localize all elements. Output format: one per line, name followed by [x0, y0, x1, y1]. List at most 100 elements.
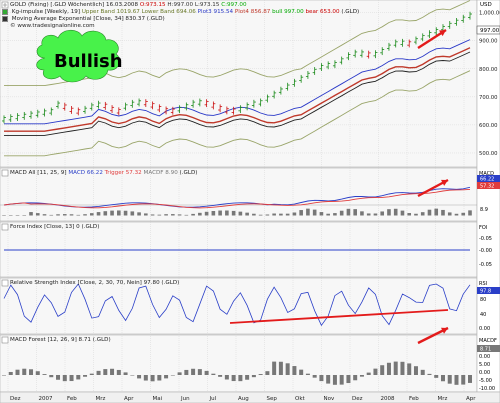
chart-settings-icon[interactable] [1, 1, 9, 9]
macdf-bar [69, 214, 74, 216]
forest-axis-tick-0: 0.00 [479, 354, 490, 360]
time-axis-label: Aug [238, 396, 249, 402]
forest-bar [116, 369, 121, 375]
macdf-bar [184, 214, 189, 216]
rsi-settings-icon[interactable] [1, 279, 9, 287]
forest-bar [2, 375, 6, 376]
macdf-bar [198, 212, 202, 216]
forest-bar [272, 361, 277, 375]
trigger-legend-value: Trigger 57.32 [104, 170, 142, 176]
forest-settings-icon[interactable] [1, 336, 9, 344]
kg-gld-label: (.GLD) [341, 9, 360, 15]
forest-bar [15, 369, 20, 375]
macdf-bar [447, 212, 452, 216]
forest-bar [413, 366, 418, 375]
forest-axis-tick-2: 0.00 [479, 370, 490, 376]
macdf-bar [468, 210, 472, 216]
time-axis-label: Nov [324, 396, 335, 402]
forest-bar [69, 375, 74, 382]
macd-axis-title: MACD [479, 171, 494, 177]
price-axis-label: 900.00 [479, 39, 498, 45]
price-arrow-head [439, 30, 446, 37]
time-axis-strip [0, 391, 500, 403]
time-axis-label: Mrz [96, 396, 106, 402]
price-axis-label: 700.00 [479, 95, 498, 101]
macdf-bar [285, 213, 290, 216]
trigger-value-box [477, 182, 500, 189]
forest-bar [177, 372, 182, 375]
forest-bar [184, 369, 189, 375]
macdf-bar [292, 212, 297, 216]
time-axis-label: Mrz [438, 396, 448, 402]
macdf-bar [29, 212, 33, 216]
forest-bar [224, 375, 229, 380]
macdf-bar [76, 214, 81, 216]
forest-bar [35, 371, 40, 375]
forest-bar [380, 365, 385, 375]
plot4-line [4, 47, 471, 132]
macdf-bar [225, 210, 229, 216]
macdf-bar [360, 211, 364, 216]
lower-band-line [4, 70, 471, 157]
forest-bar [110, 368, 115, 375]
macdf-bar [258, 214, 263, 216]
macdf-bar [83, 214, 87, 216]
forest-bar [49, 375, 54, 378]
macdf-bar [333, 213, 337, 216]
forest-bar [400, 361, 405, 375]
forest-legend: MACD Forest [12, 26, 9] 8.71 (.GLD) [10, 336, 111, 344]
forest-bar [170, 375, 175, 376]
forest-bar [103, 369, 108, 375]
forest-bar [359, 375, 364, 377]
trend-arrows [417, 28, 449, 345]
macdf-bar [441, 209, 445, 216]
macdf-bar [420, 212, 425, 216]
time-axis-label: Okt [295, 396, 306, 402]
macdf-bar [380, 211, 385, 216]
macdf-bar [339, 210, 344, 216]
forest-bar [137, 375, 142, 379]
forest-bar [265, 371, 270, 375]
macdf-bar [387, 209, 391, 216]
macdf-bar [454, 213, 459, 216]
forest-bar [407, 363, 412, 375]
macd-value-box [477, 175, 500, 182]
rsi-series [3, 283, 471, 327]
forest-axis-title: MACDF [479, 338, 497, 344]
plot3-line [4, 39, 471, 125]
macdf-bar [15, 215, 20, 216]
macdf-bar [89, 213, 94, 216]
macdf-bar [434, 208, 439, 216]
macd-gld-label: (.GLD) [179, 170, 198, 176]
forest-bar [89, 373, 94, 375]
macd-settings-icon[interactable] [1, 169, 9, 177]
forest-bar [218, 375, 223, 377]
high-value: H:997.00 [167, 2, 194, 8]
forest-bar [143, 375, 148, 381]
forest-bar [238, 375, 243, 382]
forest-bar [258, 374, 263, 375]
kg-impulse-swatch [2, 8, 8, 15]
macdf-value: 8.9 [480, 207, 488, 213]
macdf-bar [49, 214, 54, 216]
time-axis-label: Feb [409, 396, 419, 402]
macdf-bar [130, 211, 135, 216]
forest-bar [427, 373, 432, 375]
time-axis-label: Sep [267, 396, 278, 402]
price-bars [2, 11, 472, 124]
macdf-bar [231, 210, 236, 216]
forest-axis-tick-3: -5.00 [479, 378, 492, 384]
trigger-value: 57.32 [480, 184, 494, 190]
macdf-legend-value: MACDF 8.90 [143, 170, 178, 176]
bullish-label: Bullish [54, 51, 123, 72]
macdf-bar [427, 209, 432, 216]
macdf-bar [252, 213, 256, 216]
macdf-bar [461, 212, 466, 216]
forest-bar [420, 369, 425, 375]
macdf-bar [171, 214, 175, 216]
force-settings-icon[interactable] [1, 223, 9, 231]
price-axis-label: 600.00 [479, 123, 498, 129]
macdf-bar [393, 208, 398, 216]
forest-bar [285, 363, 290, 375]
macdf-bar [42, 214, 47, 216]
